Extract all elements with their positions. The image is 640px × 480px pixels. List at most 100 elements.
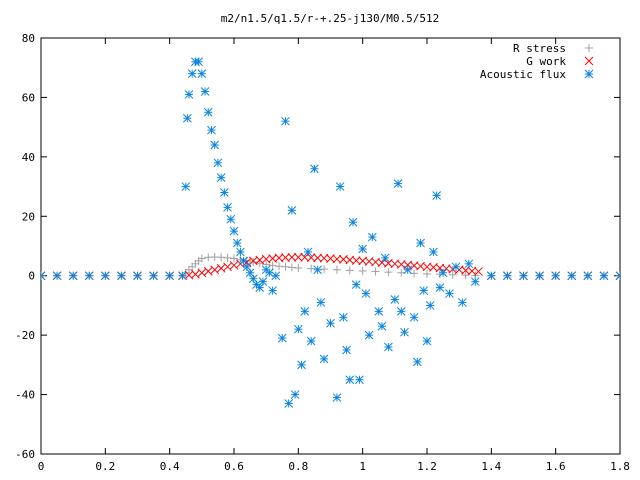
data-point	[416, 238, 425, 248]
data-point	[419, 286, 429, 295]
data-point	[432, 191, 442, 200]
data-point	[384, 268, 393, 277]
data-point	[342, 345, 351, 355]
data-point	[445, 289, 454, 298]
data-point	[345, 266, 354, 275]
legend-label: G work	[526, 55, 566, 68]
x-tick-label: 0.4	[160, 460, 180, 473]
data-point	[355, 375, 364, 385]
data-point	[275, 262, 284, 271]
data-point	[194, 57, 203, 67]
legend-marker	[584, 56, 594, 66]
data-point	[207, 125, 216, 135]
data-point	[519, 271, 528, 281]
data-point	[281, 116, 290, 126]
data-point	[364, 330, 374, 340]
data-point	[409, 312, 419, 322]
data-point	[396, 307, 406, 316]
data-point	[332, 265, 341, 274]
data-point	[242, 262, 252, 272]
data-point	[435, 283, 445, 292]
data-point	[310, 164, 319, 174]
y-tick-label: -40	[15, 389, 35, 402]
data-point	[348, 217, 358, 227]
data-point	[181, 182, 191, 191]
data-point	[100, 271, 110, 281]
data-point	[293, 252, 303, 262]
data-point	[84, 271, 94, 281]
data-point	[284, 399, 294, 408]
x-axis-ticks: 0 0.2 0.4 0.6 0.8 1 1.2 1.4 1.6 1.8	[38, 38, 630, 473]
data-point	[374, 307, 384, 316]
data-point	[377, 321, 387, 331]
data-point	[268, 261, 277, 270]
data-point	[464, 259, 474, 269]
data-point	[474, 267, 483, 276]
data-point	[313, 265, 322, 275]
data-point	[68, 271, 78, 281]
data-point	[551, 271, 561, 281]
data-point	[41, 271, 46, 281]
data-point	[287, 263, 296, 272]
data-point	[210, 140, 220, 150]
data-point	[361, 289, 371, 298]
data-point	[294, 263, 303, 272]
data-point	[425, 301, 435, 310]
data-point	[249, 258, 258, 267]
data-point	[316, 298, 326, 307]
data-point	[287, 205, 297, 215]
data-point	[187, 69, 197, 79]
data-point	[345, 375, 355, 385]
legend-marker	[584, 69, 594, 79]
data-point	[229, 226, 239, 236]
data-point	[332, 393, 342, 402]
data-point	[230, 254, 238, 263]
data-point	[197, 254, 206, 263]
data-point	[281, 262, 290, 271]
data-point	[326, 318, 335, 328]
data-point	[255, 283, 265, 292]
data-point	[306, 336, 316, 346]
data-point	[390, 295, 400, 304]
x-tick-label: 1.2	[417, 460, 437, 473]
data-point	[226, 214, 236, 224]
data-point	[232, 238, 242, 248]
y-tick-label: -20	[15, 329, 35, 342]
x-tick-label: 0.2	[95, 460, 115, 473]
data-point	[583, 271, 593, 281]
data-point	[248, 274, 258, 284]
data-point	[300, 307, 310, 316]
y-tick-label: 0	[28, 270, 35, 283]
x-tick-label: 0	[38, 460, 45, 473]
y-tick-label: 20	[22, 210, 35, 223]
data-point	[287, 252, 297, 262]
data-point	[203, 107, 213, 117]
data-point	[393, 179, 403, 188]
data-point	[380, 253, 390, 263]
data-point	[429, 247, 438, 257]
data-point	[300, 252, 310, 262]
data-point	[277, 333, 287, 343]
data-point	[271, 271, 281, 281]
data-point	[403, 265, 413, 275]
y-tick-label: 40	[22, 151, 35, 164]
data-point	[213, 158, 223, 168]
data-point	[319, 354, 329, 364]
data-point	[297, 360, 306, 370]
data-point	[423, 269, 431, 278]
x-tick-label: 1	[359, 460, 366, 473]
data-point	[615, 271, 620, 281]
y-tick-label: 60	[22, 91, 35, 104]
series-layer	[41, 57, 620, 408]
data-point	[219, 188, 229, 197]
data-point	[599, 271, 609, 281]
plot-frame	[40, 37, 621, 455]
data-point	[438, 268, 448, 278]
data-point	[216, 173, 226, 183]
data-point	[52, 271, 62, 281]
data-point	[448, 270, 457, 279]
data-point	[470, 277, 480, 287]
y-tick-label: 80	[22, 32, 35, 45]
